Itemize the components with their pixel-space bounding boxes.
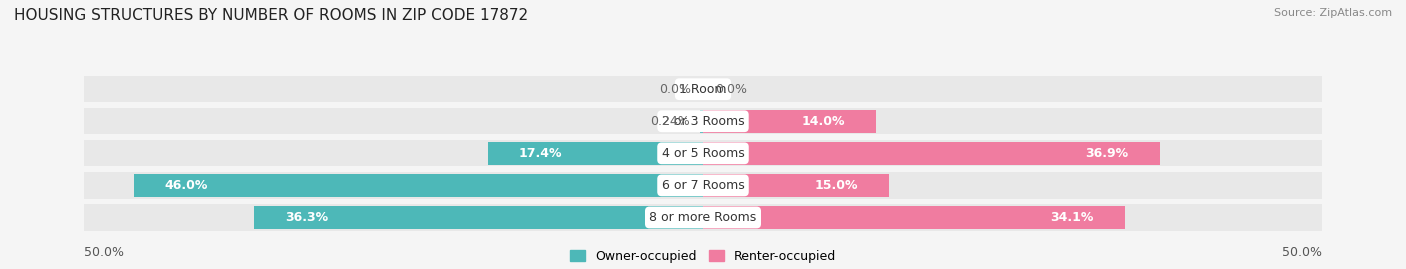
Bar xyxy=(703,204,1322,231)
Bar xyxy=(703,140,1322,167)
Text: Source: ZipAtlas.com: Source: ZipAtlas.com xyxy=(1274,8,1392,18)
Bar xyxy=(703,76,1322,102)
Bar xyxy=(700,110,703,133)
Bar xyxy=(703,108,1322,134)
Text: 4 or 5 Rooms: 4 or 5 Rooms xyxy=(662,147,744,160)
Text: 50.0%: 50.0% xyxy=(1282,246,1322,259)
Bar xyxy=(703,174,889,197)
Text: 2 or 3 Rooms: 2 or 3 Rooms xyxy=(662,115,744,128)
Bar xyxy=(84,108,703,134)
Text: 6 or 7 Rooms: 6 or 7 Rooms xyxy=(662,179,744,192)
Text: 15.0%: 15.0% xyxy=(814,179,858,192)
Bar xyxy=(703,142,1160,165)
Bar xyxy=(703,206,1125,229)
Bar xyxy=(134,174,703,197)
Text: 1 Room: 1 Room xyxy=(679,83,727,96)
Text: 8 or more Rooms: 8 or more Rooms xyxy=(650,211,756,224)
Text: 36.3%: 36.3% xyxy=(285,211,328,224)
Bar xyxy=(84,76,703,102)
Text: HOUSING STRUCTURES BY NUMBER OF ROOMS IN ZIP CODE 17872: HOUSING STRUCTURES BY NUMBER OF ROOMS IN… xyxy=(14,8,529,23)
Bar xyxy=(703,110,876,133)
Legend: Owner-occupied, Renter-occupied: Owner-occupied, Renter-occupied xyxy=(569,250,837,263)
Text: 0.0%: 0.0% xyxy=(658,83,690,96)
Text: 50.0%: 50.0% xyxy=(84,246,124,259)
Text: 34.1%: 34.1% xyxy=(1050,211,1094,224)
Text: 0.0%: 0.0% xyxy=(716,83,748,96)
Text: 0.24%: 0.24% xyxy=(651,115,690,128)
Bar xyxy=(84,172,703,199)
Text: 14.0%: 14.0% xyxy=(801,115,845,128)
Text: 36.9%: 36.9% xyxy=(1085,147,1129,160)
Bar xyxy=(488,142,703,165)
Bar xyxy=(254,206,703,229)
Text: 17.4%: 17.4% xyxy=(519,147,562,160)
Bar xyxy=(84,140,703,167)
Bar xyxy=(84,204,703,231)
Bar xyxy=(703,172,1322,199)
Text: 46.0%: 46.0% xyxy=(165,179,208,192)
